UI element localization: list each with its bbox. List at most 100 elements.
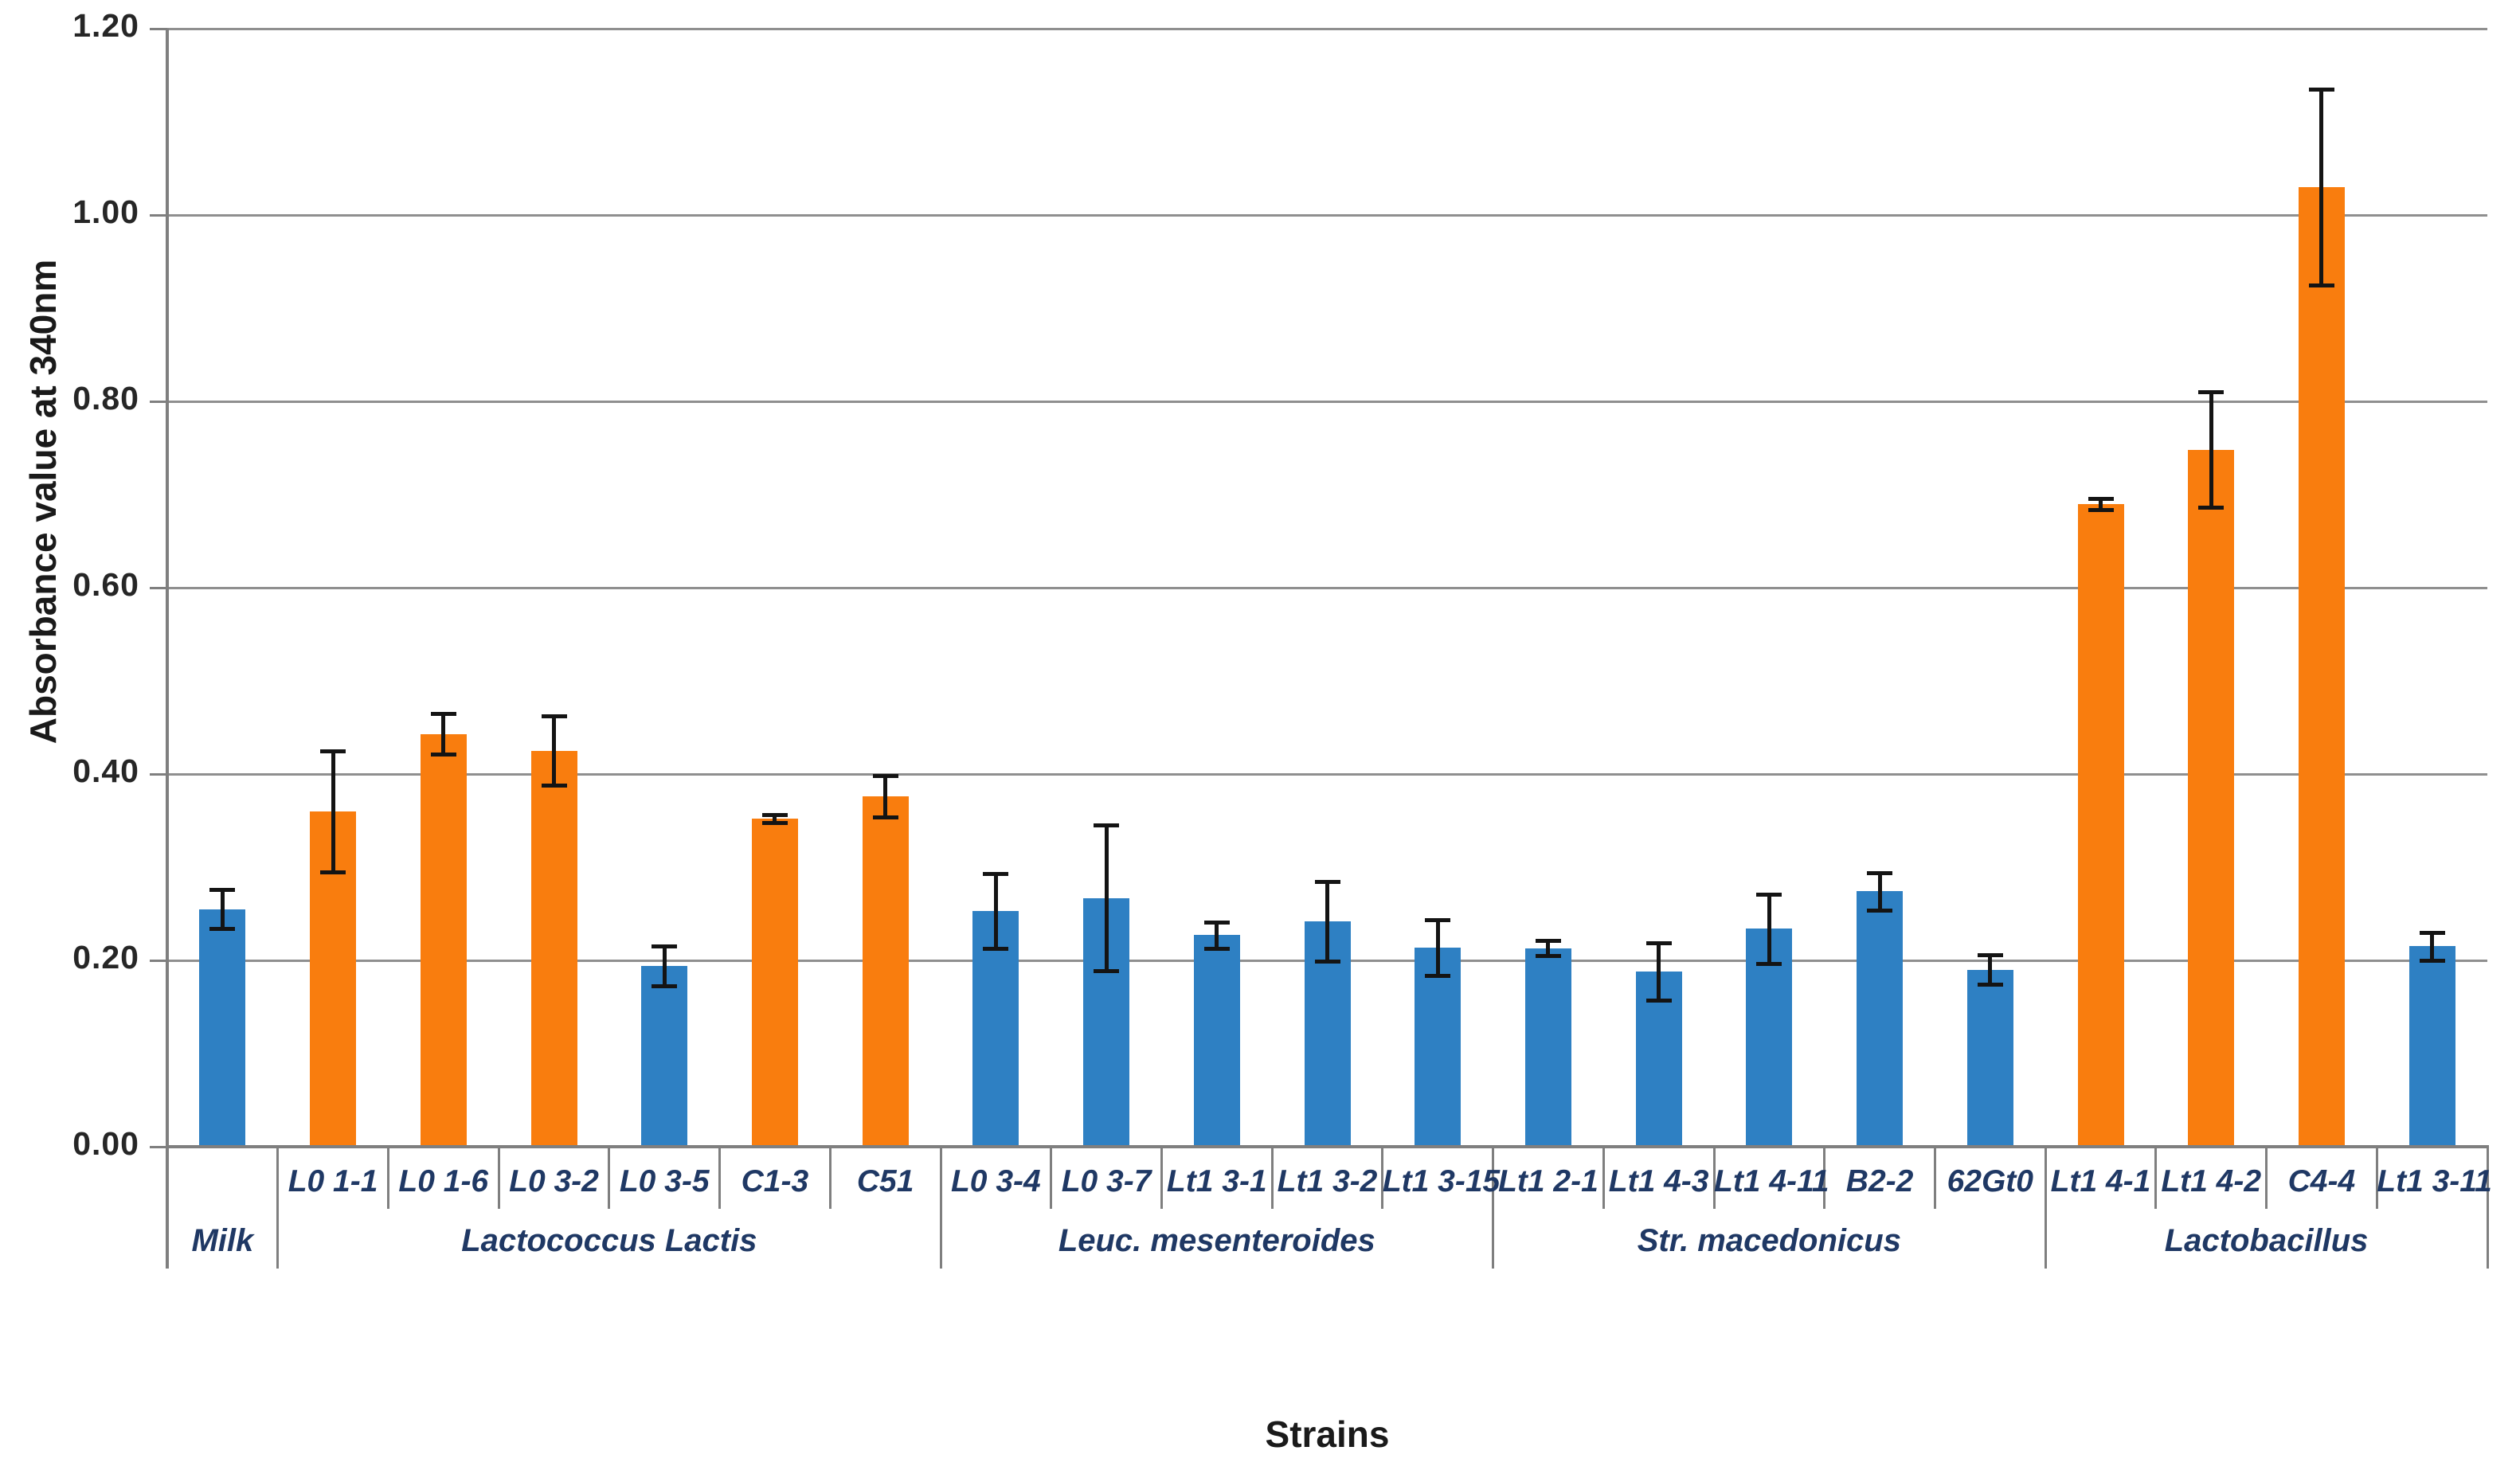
error-bar-cap bbox=[652, 944, 678, 949]
label-cell-divider bbox=[1381, 1147, 1384, 1209]
error-bar-cap bbox=[2308, 88, 2334, 92]
y-axis-tick-label: 0.40 bbox=[72, 753, 139, 789]
error-bar-cap bbox=[761, 820, 788, 825]
strain-label: C51 bbox=[856, 1164, 914, 1198]
y-axis-tick bbox=[150, 400, 167, 403]
label-cell-divider bbox=[1270, 1147, 1274, 1209]
strain-label: Lt1 4-3 bbox=[1608, 1164, 1709, 1198]
gridline bbox=[167, 400, 2487, 403]
strain-label: L0 3-7 bbox=[1061, 1164, 1152, 1198]
group-label: Lactobacillus bbox=[2164, 1223, 2369, 1258]
error-bar bbox=[1988, 954, 1993, 985]
error-bar bbox=[2430, 932, 2435, 960]
error-bar-cap bbox=[209, 927, 236, 932]
bar bbox=[1524, 948, 1571, 1147]
group-label: Str. macedonicus bbox=[1637, 1223, 1901, 1258]
error-bar-cap bbox=[761, 813, 788, 818]
y-axis-tick-label: 1.00 bbox=[72, 194, 139, 230]
bar bbox=[2298, 186, 2345, 1147]
error-bar-cap bbox=[1314, 879, 1340, 884]
label-cell-divider bbox=[1602, 1147, 1605, 1209]
y-axis-tick bbox=[150, 213, 167, 217]
error-bar-cap bbox=[320, 749, 346, 753]
label-cell-divider bbox=[2154, 1147, 2158, 1209]
strain-label: C4-4 bbox=[2287, 1164, 2356, 1198]
bar bbox=[530, 750, 577, 1147]
label-cell-divider bbox=[828, 1147, 832, 1209]
label-cell-divider bbox=[2375, 1147, 2378, 1209]
error-bar-cap bbox=[1867, 908, 1893, 913]
label-cell-divider bbox=[2486, 1147, 2489, 1269]
gridline bbox=[167, 27, 2487, 30]
error-bar-cap bbox=[1094, 823, 1120, 828]
error-bar bbox=[2319, 89, 2324, 285]
strain-label: Lt1 3-2 bbox=[1277, 1164, 1378, 1198]
error-bar-cap bbox=[1977, 983, 2003, 987]
error-bar bbox=[1104, 825, 1109, 971]
bar bbox=[2188, 449, 2235, 1147]
error-bar-cap bbox=[2419, 959, 2445, 963]
label-cell-divider bbox=[1712, 1147, 1716, 1209]
bar bbox=[862, 796, 909, 1147]
x-axis-title: Strains bbox=[1265, 1413, 1390, 1455]
error-bar bbox=[331, 750, 335, 872]
strain-label: 62Gt0 bbox=[1947, 1164, 2033, 1198]
label-cell-divider bbox=[1933, 1147, 1936, 1209]
label-cell-divider bbox=[386, 1147, 389, 1209]
y-axis-tick bbox=[150, 772, 167, 776]
error-bar-cap bbox=[1425, 973, 1451, 978]
y-axis-tick-label: 0.20 bbox=[72, 939, 139, 975]
error-bar-cap bbox=[2308, 283, 2334, 287]
error-bar-cap bbox=[430, 711, 456, 716]
error-bar bbox=[1546, 940, 1551, 956]
error-bar bbox=[993, 874, 998, 948]
label-cell-divider bbox=[608, 1147, 611, 1209]
y-axis-tick bbox=[150, 1145, 167, 1148]
label-cell-divider bbox=[939, 1147, 942, 1269]
error-bar bbox=[2099, 498, 2103, 510]
error-bar-cap bbox=[1977, 952, 2003, 957]
error-bar-cap bbox=[652, 983, 678, 988]
label-cell-divider bbox=[276, 1147, 280, 1269]
strain-label: Lt1 3-15 bbox=[1382, 1164, 1501, 1198]
gridline bbox=[167, 586, 2487, 589]
error-bar-cap bbox=[209, 888, 236, 893]
strain-label: L0 3-2 bbox=[509, 1164, 599, 1198]
y-axis-tick-label: 0.60 bbox=[72, 566, 139, 603]
gridline bbox=[167, 213, 2487, 217]
group-label: Milk bbox=[191, 1223, 254, 1258]
error-bar-cap bbox=[1645, 940, 1672, 945]
error-bar-cap bbox=[1314, 960, 1340, 964]
strain-label: L0 1-1 bbox=[288, 1164, 378, 1198]
y-axis-tick bbox=[150, 27, 167, 30]
error-bar bbox=[1435, 919, 1440, 975]
error-bar-cap bbox=[1756, 892, 1782, 897]
error-bar-cap bbox=[1867, 871, 1893, 876]
label-cell-divider bbox=[1160, 1147, 1163, 1209]
label-cell-divider bbox=[497, 1147, 500, 1209]
label-cell-divider bbox=[2265, 1147, 2268, 1209]
error-bar-cap bbox=[1425, 917, 1451, 922]
bar bbox=[1193, 935, 1240, 1147]
y-axis-tick-label: 0.00 bbox=[72, 1125, 139, 1162]
strain-label: L0 3-4 bbox=[950, 1164, 1041, 1198]
error-bar-cap bbox=[1535, 954, 1561, 959]
label-cell-divider bbox=[1823, 1147, 1826, 1209]
error-bar-cap bbox=[872, 774, 898, 779]
label-cell-divider bbox=[1492, 1147, 1495, 1269]
error-bar-cap bbox=[430, 753, 456, 757]
y-axis-tick bbox=[150, 959, 167, 962]
strain-label: Lt1 4-2 bbox=[2161, 1164, 2262, 1198]
strain-label: Lt1 4-11 bbox=[1714, 1164, 1829, 1198]
bar bbox=[1966, 969, 2013, 1147]
error-bar bbox=[662, 946, 667, 986]
bar bbox=[1415, 947, 1462, 1147]
error-bar bbox=[552, 716, 556, 786]
bar bbox=[1857, 891, 1904, 1147]
error-bar-cap bbox=[2198, 390, 2225, 395]
label-cell-divider bbox=[2044, 1147, 2047, 1269]
group-label: Lactococcus Lactis bbox=[461, 1223, 757, 1258]
strain-label: L0 1-6 bbox=[398, 1164, 489, 1198]
y-axis-tick-label: 1.20 bbox=[72, 7, 139, 44]
